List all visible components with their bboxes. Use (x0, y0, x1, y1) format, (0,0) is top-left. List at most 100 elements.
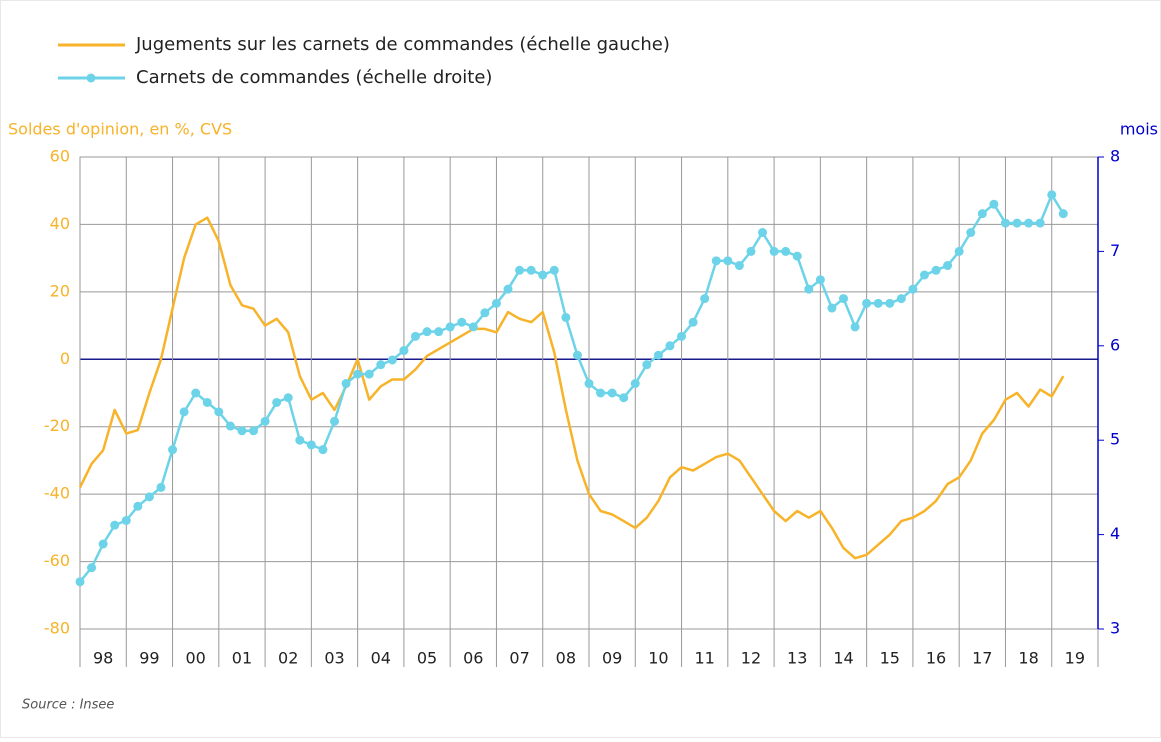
marker (318, 445, 328, 455)
marker (387, 355, 397, 365)
marker (121, 515, 131, 525)
marker (931, 265, 941, 275)
legend-label: Jugements sur les carnets de commandes (… (135, 34, 670, 55)
marker (341, 379, 351, 389)
marker (353, 369, 363, 379)
marker (572, 350, 582, 360)
y-tick-label: 0 (60, 349, 70, 368)
marker (723, 256, 733, 266)
marker (677, 331, 687, 341)
marker (272, 397, 282, 407)
marker (364, 369, 374, 379)
marker (862, 298, 872, 308)
marker (584, 379, 594, 389)
marker (515, 265, 525, 275)
legend-marker (86, 73, 96, 83)
source: Source : Insee (22, 698, 114, 713)
marker (908, 284, 918, 294)
x-tick-label: 15 (880, 649, 900, 668)
marker (850, 322, 860, 332)
x-tick-label: 07 (509, 649, 529, 668)
marker (804, 284, 814, 294)
y2-axis-title: mois (1120, 120, 1158, 139)
y-tick-label: 20 (50, 281, 70, 300)
x-tick-label: 06 (463, 649, 483, 668)
y-tick-label: 40 (50, 214, 70, 233)
marker (943, 261, 953, 271)
y-tick-label: -40 (44, 484, 70, 503)
marker (954, 246, 964, 256)
marker (734, 261, 744, 271)
marker (503, 284, 513, 294)
marker (156, 482, 166, 492)
marker (665, 341, 675, 351)
marker (110, 520, 120, 530)
marker (191, 388, 201, 398)
x-tick-label: 01 (232, 649, 252, 668)
marker (144, 492, 154, 502)
y-tick-label: -80 (44, 619, 70, 638)
y2-tick-label: 8 (1110, 147, 1120, 166)
marker (1058, 209, 1068, 219)
marker (815, 275, 825, 285)
x-tick-label: 00 (186, 649, 206, 668)
marker (619, 393, 629, 403)
y2-tick-label: 5 (1110, 430, 1120, 449)
y2-tick-label: 7 (1110, 241, 1120, 260)
y2-tick-label: 4 (1110, 524, 1120, 543)
marker (306, 440, 316, 450)
marker (746, 246, 756, 256)
y-tick-label: 60 (50, 147, 70, 166)
marker (873, 298, 883, 308)
marker (445, 322, 455, 332)
x-tick-label: 18 (1018, 649, 1038, 668)
marker (179, 407, 189, 417)
marker (966, 228, 976, 238)
marker (642, 360, 652, 370)
marker (549, 265, 559, 275)
marker (781, 246, 791, 256)
marker (885, 298, 895, 308)
y-tick-label: -20 (44, 416, 70, 435)
x-tick-label: 10 (648, 649, 668, 668)
marker (596, 388, 606, 398)
marker (1000, 218, 1010, 228)
marker (422, 327, 432, 337)
marker (839, 294, 848, 304)
marker (526, 265, 536, 275)
marker (237, 426, 247, 436)
marker (1024, 218, 1034, 228)
marker (977, 209, 987, 219)
marker (98, 539, 108, 549)
marker (1012, 218, 1022, 228)
marker (630, 379, 640, 389)
x-tick-label: 14 (833, 649, 853, 668)
marker (919, 270, 929, 280)
x-tick-label: 13 (787, 649, 807, 668)
y2-tick-label: 6 (1110, 335, 1120, 354)
x-tick-label: 04 (371, 649, 391, 668)
legend-label: Carnets de commandes (échelle droite) (136, 67, 492, 88)
marker (457, 317, 467, 327)
marker (561, 312, 571, 322)
marker (792, 251, 802, 261)
marker (214, 407, 224, 417)
marker (376, 360, 386, 370)
x-tick-label: 99 (139, 649, 159, 668)
marker (434, 327, 444, 337)
x-tick-label: 08 (556, 649, 576, 668)
x-tick-label: 16 (926, 649, 946, 668)
marker (769, 246, 779, 256)
marker (700, 294, 710, 304)
marker (202, 397, 212, 407)
marker (688, 317, 698, 327)
marker (896, 294, 906, 304)
marker (827, 303, 837, 313)
marker (249, 426, 259, 436)
x-tick-label: 98 (93, 649, 113, 668)
marker (260, 416, 270, 426)
marker (653, 350, 663, 360)
x-tick-label: 05 (417, 649, 437, 668)
